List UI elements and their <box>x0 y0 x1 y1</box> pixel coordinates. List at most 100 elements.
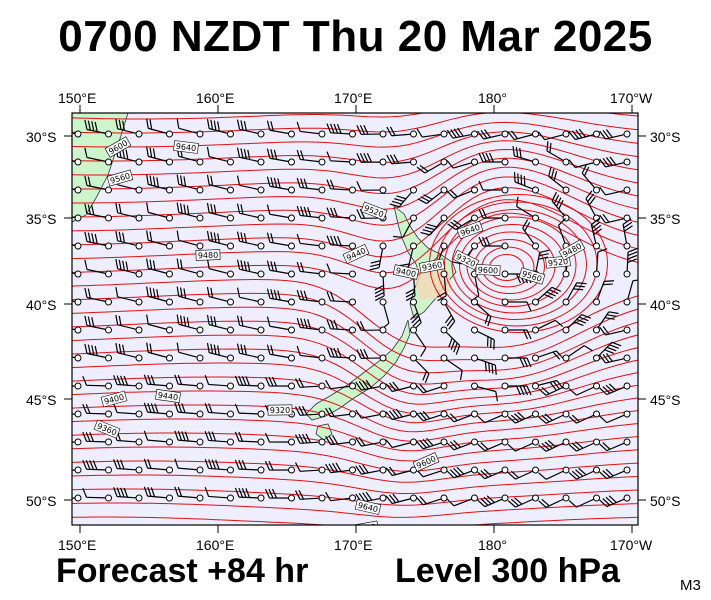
wind-barb <box>264 488 295 502</box>
wind-barb <box>82 403 112 418</box>
wind-barb <box>471 326 495 350</box>
wind-barb <box>326 347 356 362</box>
wind-barb <box>176 174 204 194</box>
wind-barb <box>266 232 295 250</box>
wind-barb <box>296 149 326 166</box>
wind-barb <box>446 438 478 451</box>
height-contour <box>72 166 638 226</box>
wind-barb <box>356 181 387 194</box>
lon-label-bottom-180: 180° <box>478 537 507 553</box>
svg-text:9600: 9600 <box>478 265 499 275</box>
lon-label-bottom-170e: 170°E <box>334 537 373 553</box>
svg-text:9480: 9480 <box>198 251 219 261</box>
lat-label-left-45s: 45°S <box>26 392 57 408</box>
wind-barb <box>143 402 173 418</box>
wind-barb <box>206 146 234 166</box>
wind-barb <box>113 375 143 390</box>
wind-barb <box>84 147 112 166</box>
wind-barb <box>115 314 143 334</box>
wind-barb <box>146 286 173 306</box>
wind-barb <box>115 230 143 250</box>
wind-barb <box>568 382 600 396</box>
wind-barb <box>72 185 82 194</box>
wind-barb <box>266 148 295 166</box>
wind-barb <box>115 286 143 306</box>
nz-south-island <box>305 319 411 421</box>
wind-barb <box>72 129 82 138</box>
wind-barb <box>294 462 326 474</box>
wind-barb <box>82 375 112 390</box>
height-contour <box>72 121 638 148</box>
wind-barb <box>143 374 173 390</box>
wind-barb <box>264 432 295 446</box>
wind-barb <box>72 466 82 474</box>
wind-barb <box>522 219 539 250</box>
lat-label-left-30s: 30°S <box>26 129 57 145</box>
wind-barb <box>146 174 173 194</box>
wind-barb <box>471 354 497 375</box>
wind-barb <box>146 258 173 278</box>
height-contour <box>72 306 638 374</box>
wind-barb <box>72 325 82 334</box>
wind-barb <box>325 407 356 418</box>
wind-barb <box>176 230 204 250</box>
wind-barb <box>325 462 356 474</box>
height-contour <box>72 148 638 195</box>
wind-barb <box>568 494 600 508</box>
wind-barb <box>296 121 326 138</box>
wind-barb <box>115 342 143 362</box>
wind-barb <box>234 431 265 446</box>
height-contour <box>72 376 638 424</box>
wind-barb <box>326 123 356 138</box>
wind-barb <box>440 326 461 355</box>
wind-barb <box>326 235 356 250</box>
wind-barb <box>176 258 204 278</box>
wind-barb <box>398 242 417 270</box>
wind-barb <box>501 354 532 368</box>
wind-barb <box>72 157 82 166</box>
wind-barb <box>385 466 417 477</box>
wind-barb <box>206 174 234 194</box>
lon-label-top-150e: 150°E <box>58 90 97 106</box>
wind-barb <box>326 319 356 334</box>
height-contour <box>72 320 638 385</box>
svg-text:9320: 9320 <box>270 406 291 415</box>
wind-barb <box>599 410 631 424</box>
wind-barb <box>355 491 387 503</box>
wind-barb <box>234 487 265 502</box>
wind-barb <box>471 298 492 327</box>
wind-barb <box>478 152 509 166</box>
wind-barb <box>393 214 417 238</box>
svg-text:9360: 9360 <box>421 260 443 273</box>
map-code: M3 <box>680 577 701 594</box>
wind-barb <box>174 486 204 502</box>
wind-barb <box>477 129 509 140</box>
wind-barb <box>84 315 112 334</box>
wind-barb <box>410 354 430 384</box>
contour-label: 9360 <box>418 258 446 274</box>
wind-barb <box>478 208 509 222</box>
height-contour <box>72 176 638 242</box>
wind-barb <box>532 350 564 362</box>
lat-label-right-30s: 30°S <box>650 129 681 145</box>
wind-barb <box>593 311 619 334</box>
lat-label-right-45s: 45°S <box>650 392 681 408</box>
wind-barb <box>72 353 82 362</box>
wind-barb <box>72 297 82 306</box>
wind-barb <box>72 438 82 446</box>
wind-barb <box>206 314 234 334</box>
wind-barb <box>507 410 539 424</box>
wind-barb <box>234 459 265 474</box>
wind-barb <box>326 291 356 306</box>
wind-barb <box>374 270 387 301</box>
wind-barb <box>446 494 478 507</box>
wind-barb <box>513 172 539 194</box>
wind-barb <box>325 491 356 502</box>
wind-barb <box>447 214 478 230</box>
wind-barb <box>385 493 417 505</box>
wind-barb <box>326 179 356 194</box>
svg-text:9400: 9400 <box>395 266 417 279</box>
svg-text:9440: 9440 <box>157 391 178 403</box>
wind-barb <box>477 410 509 424</box>
wind-barb <box>176 202 204 222</box>
